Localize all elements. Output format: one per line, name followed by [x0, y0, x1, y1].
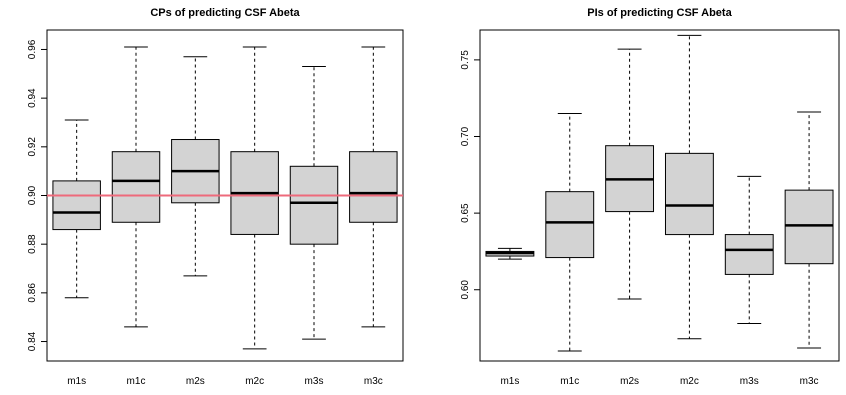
iqr-box — [289, 165, 339, 245]
cp-box-m3c — [349, 46, 398, 328]
cp-xtick-label: m1s — [67, 376, 86, 387]
cp-ytick-label: 0.96 — [27, 39, 38, 59]
pi-xtick-label: m3s — [740, 376, 759, 387]
cp-chart-title: CPs of predicting CSF Abeta — [150, 7, 300, 19]
pi-ytick-label: 0.75 — [460, 50, 471, 70]
cp-ytick-label: 0.86 — [27, 283, 38, 303]
pi-box-m1c — [545, 113, 595, 352]
pi-xtick-label: m3c — [800, 376, 819, 387]
pi-ytick-label: 0.60 — [460, 280, 471, 300]
cp-ytick-label: 0.90 — [27, 185, 38, 205]
cp-ytick-label: 0.88 — [27, 234, 38, 254]
iqr-box — [784, 189, 834, 265]
pi-xtick-label: m1s — [500, 376, 519, 387]
pi-xtick-label: m2c — [680, 376, 699, 387]
cp-box-m3s — [289, 66, 339, 340]
iqr-box — [724, 234, 774, 275]
pi-ytick-label: 0.65 — [460, 203, 471, 223]
cp-box-m1c — [111, 46, 161, 328]
cp-ytick-label: 0.94 — [27, 88, 38, 108]
pi-panel: PIs of predicting CSF Abeta 0.60 0.65 0.70 0… — [460, 7, 840, 387]
pi-ytick-label: 0.70 — [460, 126, 471, 146]
pi-box-m2c — [664, 34, 714, 340]
cp-box-m2c — [230, 46, 279, 350]
pi-box-m2s — [605, 48, 655, 300]
iqr-box — [664, 152, 714, 236]
pi-plot-frame — [479, 29, 840, 362]
cp-box-m1s — [52, 119, 101, 299]
pi-box-m3c — [784, 111, 834, 349]
cp-ytick-label: 0.84 — [27, 331, 38, 351]
cp-xtick-label: m2s — [186, 376, 205, 387]
pi-xtick-label: m2s — [620, 376, 639, 387]
iqr-box — [111, 151, 161, 223]
cp-xtick-label: m3s — [305, 376, 324, 387]
cp-box-m2s — [171, 56, 220, 277]
pi-box-m1s — [485, 247, 535, 260]
pi-xtick-label: m1c — [560, 376, 579, 387]
cp-xtick-label: m1c — [127, 376, 146, 387]
iqr-box — [349, 151, 398, 223]
cp-xtick-label: m2c — [245, 376, 264, 387]
pi-box-m3s — [724, 175, 774, 324]
iqr-box — [52, 180, 101, 231]
cp-xtick-label: m3c — [364, 376, 383, 387]
iqr-box — [545, 191, 595, 259]
pi-chart-title: PIs of predicting CSF Abeta — [587, 7, 732, 19]
cp-panel: CPs of predicting CSF Abeta 0.84 0.86 0.88 0… — [27, 7, 404, 387]
cp-ytick-label: 0.92 — [27, 137, 38, 157]
